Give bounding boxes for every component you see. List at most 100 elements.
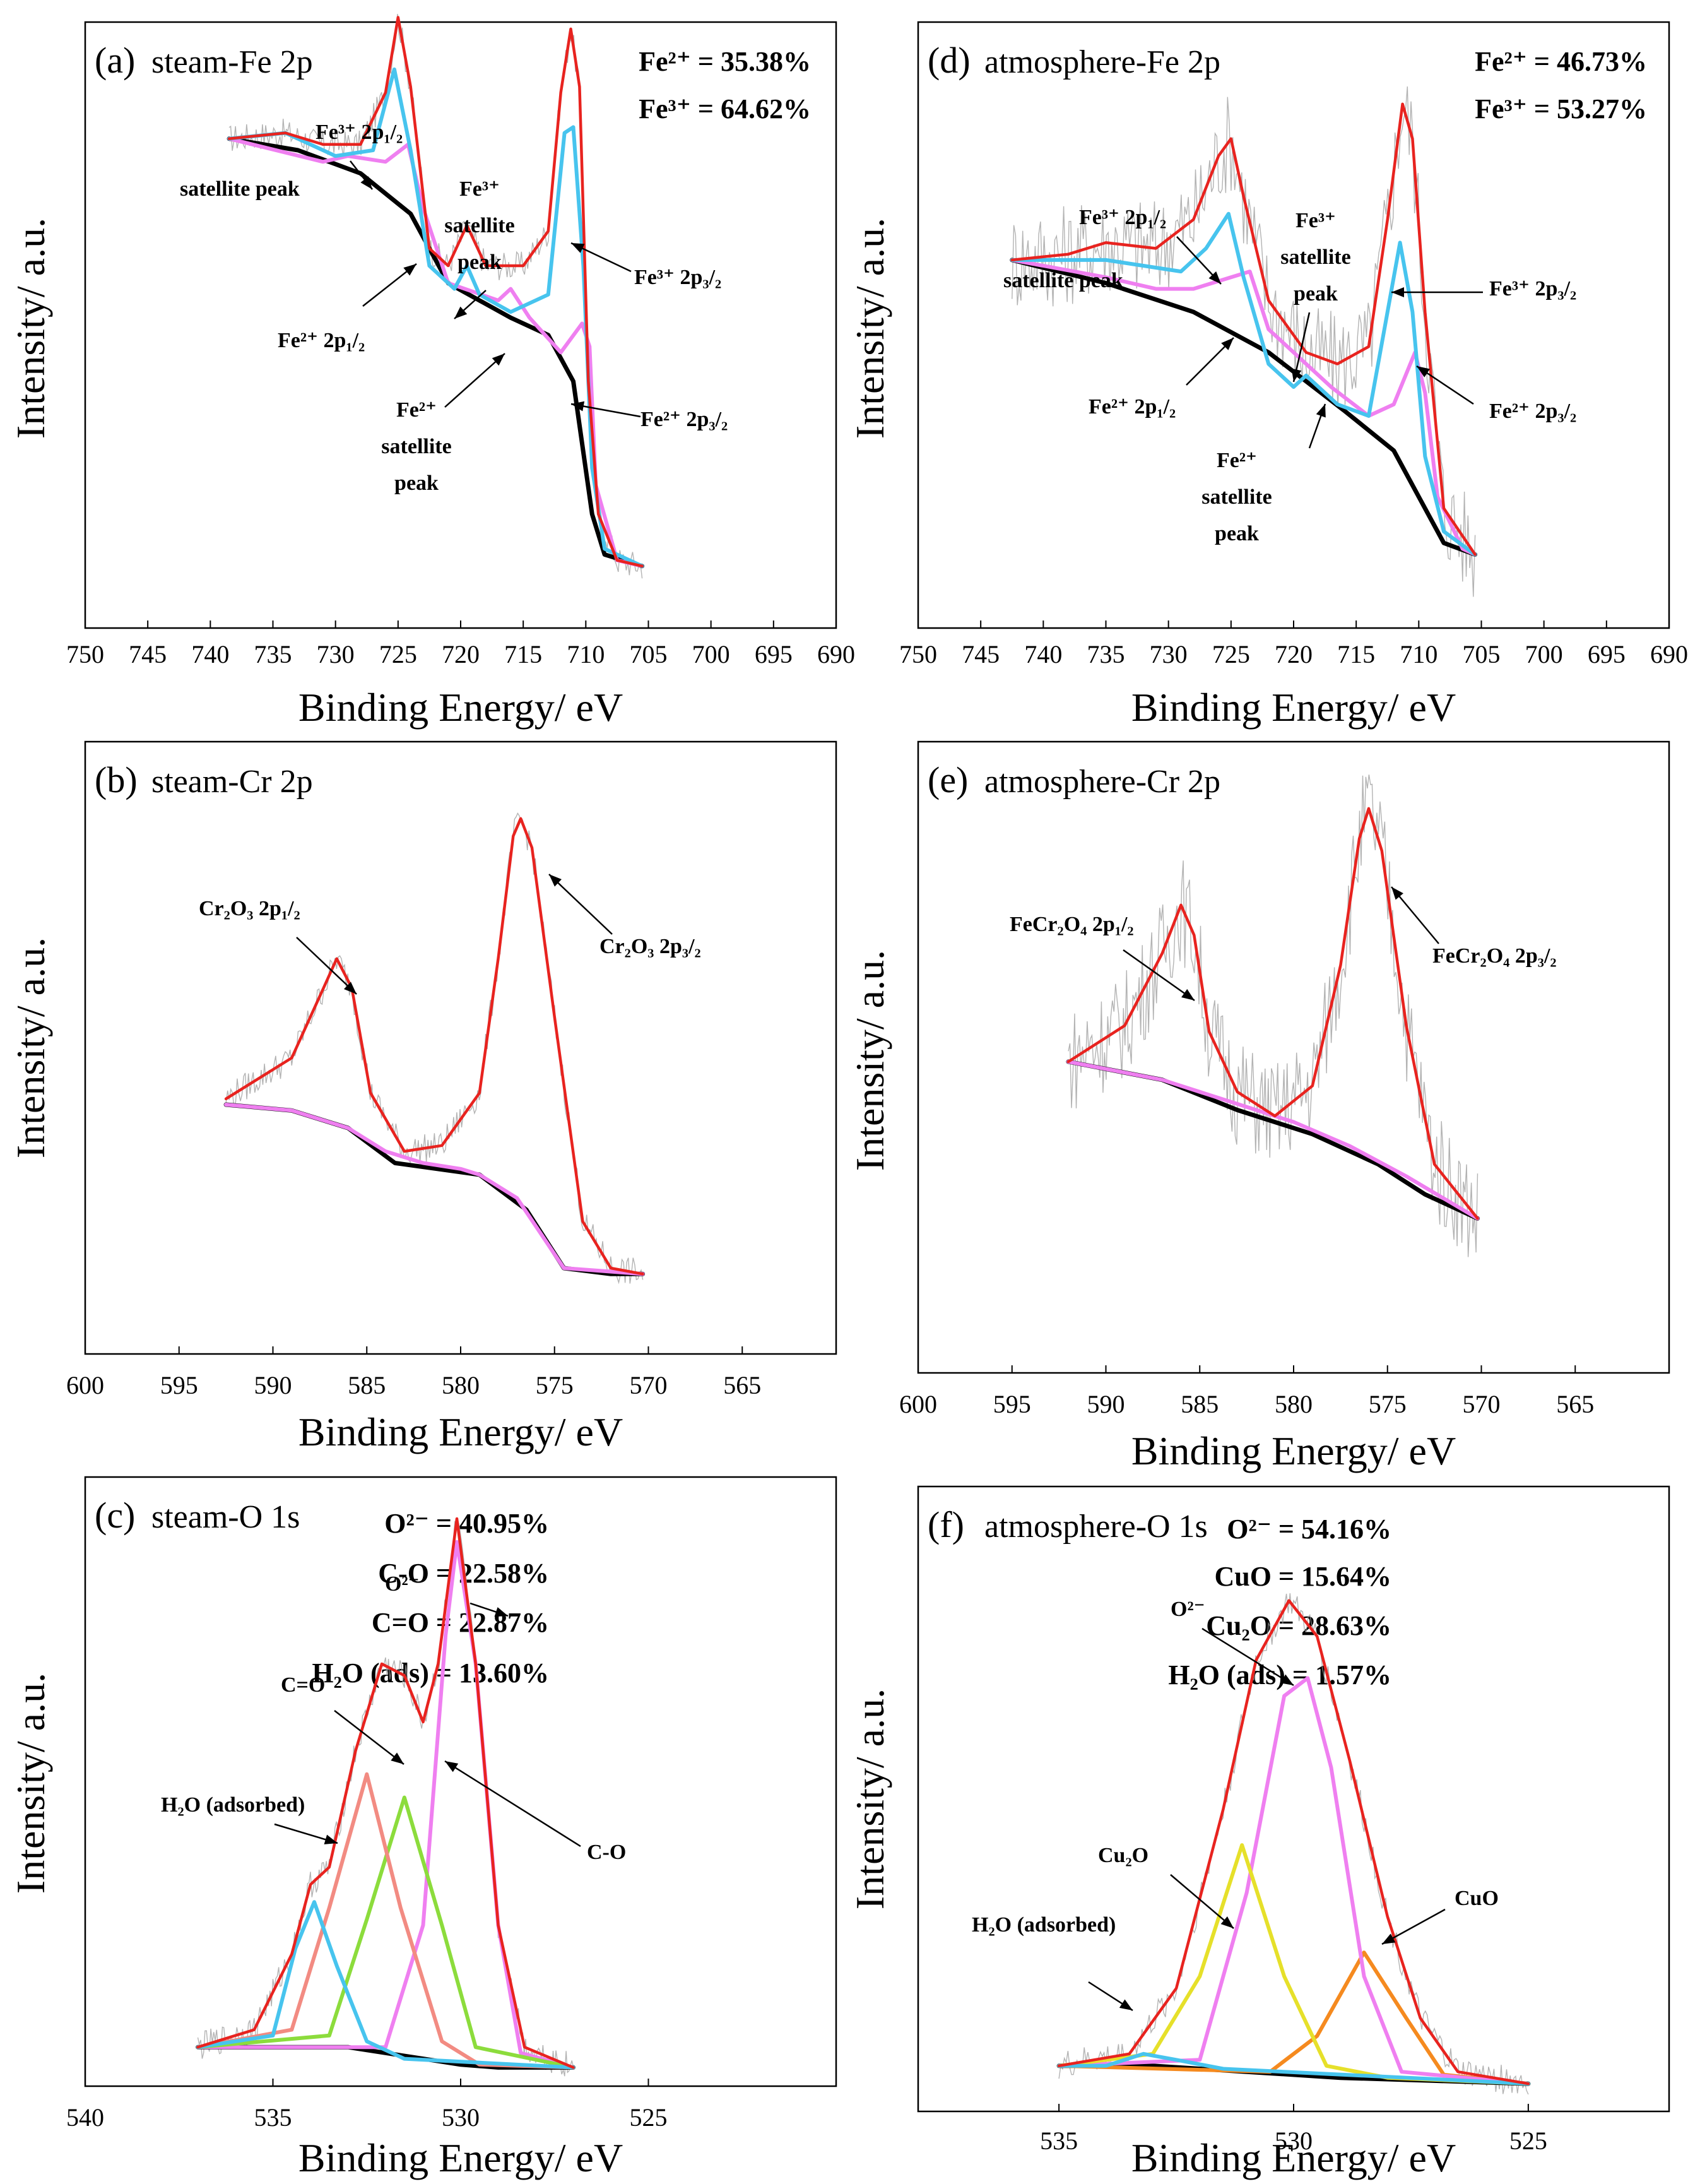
x-tick-label: 590 (1087, 1390, 1125, 1418)
annotation-label: C=O (281, 1673, 325, 1697)
panel-d: 750 745 740 735 730 725 720 715 710 705 700 695 690 I… (847, 21, 1688, 730)
series-o2- (196, 1540, 576, 2070)
x-tick-label: 720 (1275, 640, 1313, 668)
y-axis-title: Intensity/ a.u. (847, 950, 892, 1171)
annotation-label: Fe²⁺ satellite peak (1201, 449, 1272, 545)
annotation-arrowhead (1391, 887, 1403, 900)
stat-text: Fe³⁺ = 53.27% (1475, 93, 1647, 124)
x-tick-label: 715 (1337, 640, 1375, 668)
annotation-label: FeCr₂O₄ 2p₁/₂ (1010, 913, 1134, 936)
y-axis-title: Intensity/ a.u. (847, 218, 892, 439)
annotation-arrowhead (360, 176, 372, 189)
x-tick-label: 700 (692, 640, 730, 668)
annotation-label: CuO (1455, 1887, 1499, 1910)
x-tick-label: 720 (442, 640, 480, 668)
annotation-arrowhead (1316, 404, 1326, 418)
annotation-label: Fe²⁺ 2p₁/₂ (1089, 395, 1176, 418)
plot-frame (84, 740, 837, 1355)
x-tick-label: 535 (1040, 2127, 1078, 2155)
annotation-arrow (334, 1710, 404, 1765)
annotation-arrowhead (492, 353, 505, 366)
x-axis-title: Binding Energy/ eV (298, 1410, 623, 1454)
panel-title: atmosphere-Cr 2p (984, 764, 1220, 800)
stat-text: C=O = 22.87% (372, 1607, 549, 1638)
panel-label: (c) (95, 1495, 135, 1536)
x-tick-label: 695 (755, 640, 793, 668)
x-axis-title: Binding Energy/ eV (1131, 2135, 1456, 2180)
y-axis-title: Intensity/ a.u. (8, 937, 53, 1158)
series-o2- (1057, 1676, 1530, 2086)
annotation-label: satellite peak (1003, 269, 1123, 292)
x-tick-label: 570 (1463, 1390, 1501, 1418)
x-tick-label: 525 (1509, 2127, 1547, 2155)
x-tick-label: 745 (962, 640, 1000, 668)
plot-frame (917, 740, 1670, 1374)
annotation-label: Fe³⁺ 2p₃/₂ (634, 266, 721, 289)
x-tick-label: 530 (442, 2103, 480, 2132)
raw-spectrum-line (1058, 1593, 1529, 2095)
panel-label: (b) (95, 759, 138, 800)
annotation-label: Fe²⁺ 2p₃/₂ (640, 408, 728, 431)
panel-title: steam-O 1s (151, 1499, 300, 1535)
annotation-arrowhead (1208, 271, 1221, 284)
series-envelope (224, 817, 644, 1276)
annotation-label: Fe²⁺ 2p₁/₂ (278, 329, 365, 352)
x-tick-label: 565 (1556, 1390, 1594, 1418)
panel-a: 750 745 740 735 730 725 720 715 710 705 700 695 690 I… (8, 13, 855, 730)
stat-text: H₂O (ads) = 1.57% (1168, 1659, 1391, 1690)
x-tick-label: 540 (66, 2103, 104, 2132)
annotation-label: H₂O (adsorbed) (161, 1793, 305, 1817)
series-h2o-adsorbed- (196, 1900, 576, 2070)
annotation-arrow (444, 353, 505, 408)
x-tick-label: 705 (630, 640, 668, 668)
x-tick-label: 700 (1525, 640, 1563, 668)
annotation-label: Cu₂O (1098, 1844, 1148, 1867)
panel-c: 540 535 530 525 Intensity/ a.u. Binding Energ… (8, 1476, 837, 2180)
annotation-arrowhead (1280, 1674, 1294, 1685)
stat-text: O²⁻ = 40.95% (384, 1508, 549, 1539)
annotation-label: Fe³⁺ satellite peak (1280, 209, 1350, 306)
annotation-label: Fe³⁺ 2p₁/₂ (316, 121, 403, 144)
annotation-arrowhead (391, 1752, 404, 1764)
annotation-arrowhead (1382, 1933, 1396, 1944)
x-tick-label: 580 (1275, 1390, 1313, 1418)
annotation-label: Fe²⁺ satellite peak (381, 398, 451, 495)
raw-spectrum-line (1012, 86, 1476, 597)
stat-text: Fe²⁺ = 46.73% (1475, 46, 1647, 77)
annotation-label: C-O (587, 1841, 626, 1864)
y-axis-title: Intensity/ a.u. (8, 1673, 53, 1894)
annotation-arrowhead (549, 874, 562, 887)
annotation-arrowhead (571, 401, 585, 412)
x-tick-label: 695 (1588, 640, 1626, 668)
x-tick-label: 690 (817, 640, 855, 668)
x-tick-label: 580 (442, 1371, 480, 1399)
x-axis-title: Binding Energy/ eV (1131, 1428, 1456, 1473)
annotation-label: H₂O (adsorbed) (972, 1913, 1116, 1937)
panel-title: atmosphere-Fe 2p (984, 44, 1220, 80)
panel-label: (e) (928, 759, 968, 800)
stat-text: H₂O (ads) = 13.60% (312, 1658, 549, 1688)
x-tick-label: 590 (254, 1371, 292, 1399)
panel-title: atmosphere-O 1s (984, 1509, 1208, 1545)
annotation-arrow (296, 937, 357, 995)
series-envelope (1066, 807, 1479, 1220)
series-envelope (196, 1517, 575, 2069)
x-tick-label: 595 (993, 1390, 1031, 1418)
x-tick-label: 575 (536, 1371, 574, 1399)
panel-label: (a) (95, 40, 135, 81)
series-h2o-adsorbed- (1057, 2051, 1530, 2086)
stat-text: Fe³⁺ = 64.62% (639, 93, 811, 124)
annotation-arrowhead (343, 982, 357, 994)
x-tick-label: 585 (348, 1371, 386, 1399)
series-envelope (227, 16, 644, 568)
x-tick-label: 730 (317, 640, 355, 668)
annotation-arrowhead (1119, 1999, 1133, 2010)
x-tick-label: 750 (66, 640, 104, 668)
annotation-arrowhead (494, 1607, 508, 1617)
panel-b: 600 595 590 585 580 575 570 565 Intensity/ a.u. B… (8, 740, 837, 1454)
x-tick-label: 535 (254, 2103, 292, 2132)
panel-title: steam-Fe 2p (151, 44, 313, 80)
x-tick-label: 740 (1024, 640, 1062, 668)
series-fe2-component (227, 136, 644, 568)
